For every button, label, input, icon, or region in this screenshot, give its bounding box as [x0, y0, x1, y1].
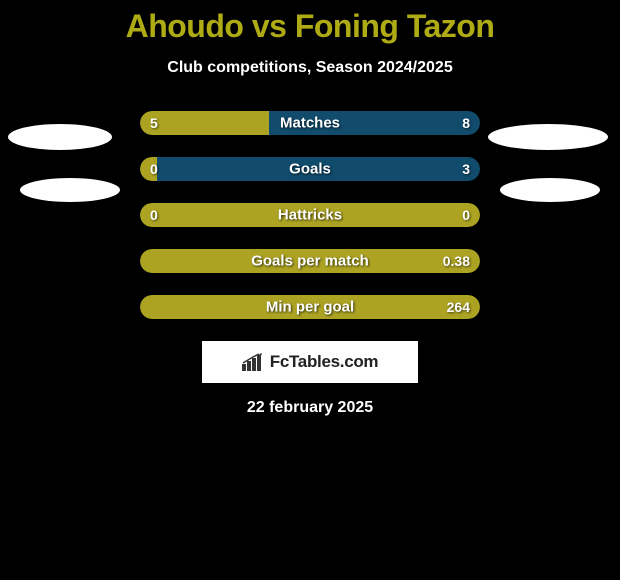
stat-label: Matches	[280, 115, 340, 132]
stat-bar: Min per goal 264	[140, 295, 480, 319]
stat-bar: Goals per match 0.38	[140, 249, 480, 273]
page-title: Ahoudo vs Foning Tazon	[0, 0, 620, 45]
stat-label: Goals per match	[251, 253, 369, 270]
stat-value-right: 8	[462, 115, 470, 131]
stat-label: Goals	[289, 161, 331, 178]
decorative-oval	[488, 124, 608, 150]
stat-label: Hattricks	[278, 207, 342, 224]
decorative-oval	[20, 178, 120, 202]
decorative-oval	[500, 178, 600, 202]
stat-bar: Hattricks 0 0	[140, 203, 480, 227]
stat-value-right: 3	[462, 161, 470, 177]
stat-label: Min per goal	[266, 299, 354, 316]
stat-value-left: 5	[150, 115, 158, 131]
stat-value-right: 264	[447, 299, 470, 315]
logo-chart-icon	[242, 353, 264, 371]
decorative-oval	[8, 124, 112, 150]
date-label: 22 february 2025	[0, 399, 620, 417]
stat-value-left: 0	[150, 207, 158, 223]
site-logo: FcTables.com	[202, 341, 418, 383]
player1-segment	[140, 111, 269, 135]
stat-value-right: 0.38	[443, 253, 470, 269]
stat-bar: Matches 5 8	[140, 111, 480, 135]
stat-value-left: 0	[150, 161, 158, 177]
stat-bar: Goals 0 3	[140, 157, 480, 181]
logo-text: FcTables.com	[270, 352, 379, 372]
stat-value-right: 0	[462, 207, 470, 223]
page-subtitle: Club competitions, Season 2024/2025	[0, 59, 620, 77]
